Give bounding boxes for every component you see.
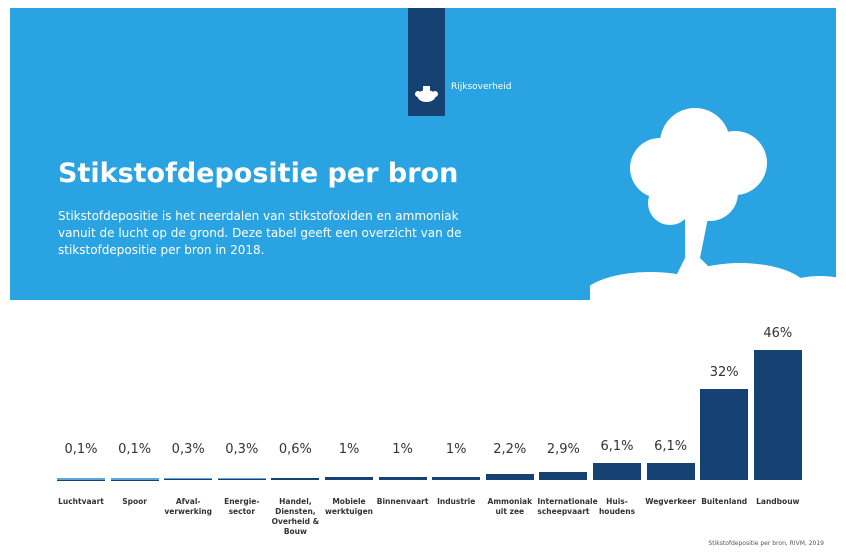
baseline [110, 478, 159, 480]
category-label: Internationale scheepvaart [537, 497, 598, 516]
description: Stikstofdepositie is het neerdalen van s… [58, 209, 462, 257]
source: Stikstofdepositie per bron, RIVM, 2019 [708, 540, 824, 547]
baseline [217, 478, 266, 480]
bar [432, 477, 481, 480]
value-label: 2,2% [493, 442, 527, 457]
value-label: 1% [338, 442, 360, 457]
category-label: Mobiele werktuigen [325, 497, 373, 516]
category-label: Buitenland [701, 497, 748, 506]
title: Stikstofdepositie per bron [58, 158, 459, 189]
bar [325, 477, 373, 480]
category-label: Energie­sector [224, 497, 260, 516]
value-label: 32% [709, 365, 739, 381]
brand: Rijksoverheid [451, 82, 512, 92]
value-label: 6,1% [600, 438, 634, 454]
bar [646, 462, 695, 480]
header: Rijksoverheid Stikstofdepositie per bron… [10, 8, 836, 300]
baseline [164, 478, 213, 480]
value-label: 0,1% [118, 442, 152, 457]
value-label: 46% [763, 325, 793, 341]
bar [217, 479, 266, 480]
bar [753, 349, 802, 480]
bar [539, 471, 588, 480]
logo [408, 8, 445, 116]
category-label: Landbouw [756, 497, 800, 506]
value-label: 0,3% [225, 442, 259, 457]
bar [271, 478, 320, 480]
bar [593, 462, 641, 480]
baseline [57, 478, 105, 480]
category-label: Wegverkeer [645, 497, 696, 506]
category-label: Huis­houdens [598, 497, 636, 516]
value-label: 2,9% [546, 442, 580, 457]
value-label: 1% [445, 442, 467, 457]
bar [700, 389, 749, 480]
category-label: Binnen­vaart [376, 497, 429, 506]
value-label: 0,6% [278, 442, 312, 457]
category-label: Handel, Diensten, Overheid & Bouw [271, 497, 320, 536]
tree-illustration [590, 108, 836, 300]
logo-emblem [415, 86, 438, 102]
category-label: Industrie [437, 497, 476, 506]
bar [485, 473, 534, 480]
category-label: Ammoniak uit zee [487, 497, 533, 516]
value-label: 0,3% [171, 442, 205, 457]
category-label: Afval­verwerking [164, 497, 213, 516]
value-label: 0,1% [64, 442, 98, 457]
value-label: 6,1% [654, 438, 688, 454]
bar [164, 479, 213, 480]
bar [378, 477, 427, 480]
category-label: Spoor [122, 497, 147, 506]
category-label: Luchtvaart [58, 497, 104, 506]
value-label: 1% [392, 442, 413, 457]
